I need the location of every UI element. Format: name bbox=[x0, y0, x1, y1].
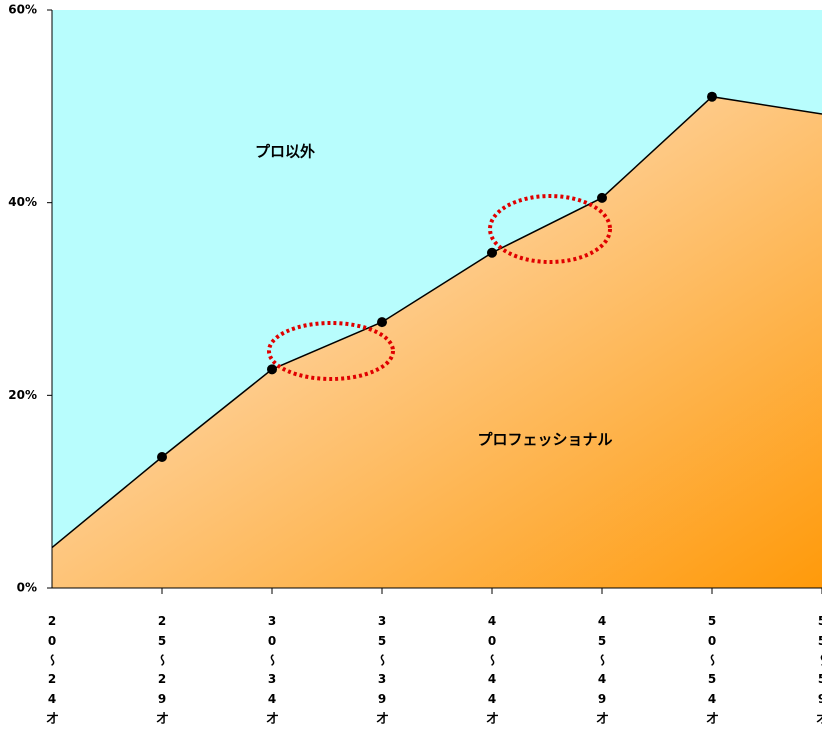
annotation: プロフェッショナル bbox=[477, 431, 612, 449]
x-tick-label: 55～59才 bbox=[815, 614, 822, 730]
point bbox=[487, 247, 497, 258]
point bbox=[707, 91, 717, 102]
line bbox=[51, 95, 822, 549]
x-tick-label: 45～49才 bbox=[595, 614, 609, 730]
x-tick-label: 25～29才 bbox=[155, 614, 169, 730]
lower-area bbox=[52, 96, 822, 588]
x-tick-label: 50～54才 bbox=[705, 614, 719, 730]
y-tick-label: 60% bbox=[8, 3, 37, 17]
x-tick-label: 20～24才 bbox=[45, 614, 59, 730]
annotation: プロ以外 bbox=[255, 143, 315, 161]
point bbox=[377, 317, 387, 328]
point bbox=[267, 364, 277, 375]
highlight-ellipse bbox=[267, 321, 395, 381]
y-tick-label: 20% bbox=[8, 388, 37, 402]
y-tick-label: 0% bbox=[17, 581, 37, 595]
point bbox=[157, 451, 167, 462]
highlight-ellipse bbox=[488, 194, 612, 264]
x-tick-label: 35～39才 bbox=[375, 614, 389, 730]
x-tick-label: 40～44才 bbox=[485, 614, 499, 730]
y-tick-label: 40% bbox=[8, 195, 37, 209]
x-tick-label: 30～34才 bbox=[265, 614, 279, 730]
point bbox=[597, 192, 607, 203]
